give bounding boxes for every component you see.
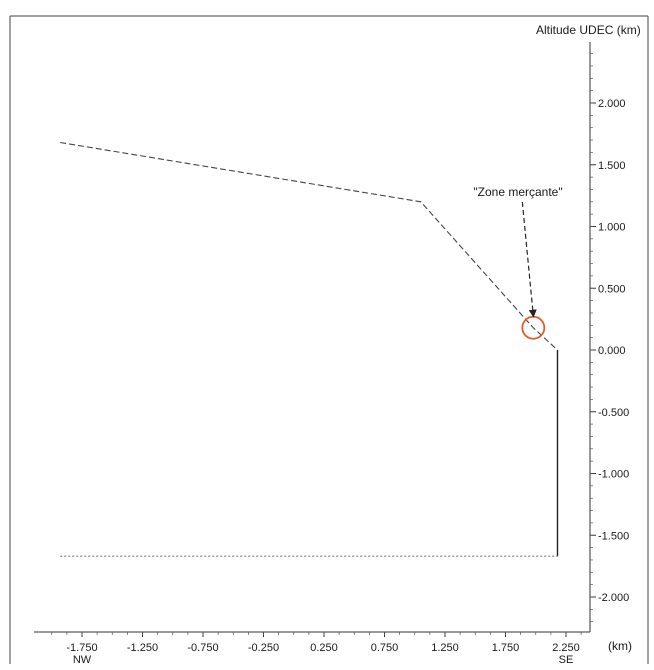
series-group <box>60 141 559 557</box>
x-tick-label: 0.750 <box>371 642 399 654</box>
x-tick-label: 2.250 <box>552 642 580 654</box>
y-tick-label: 0.000 <box>598 345 626 357</box>
annotation-label: "Zone merçante" <box>473 185 562 199</box>
y-tick-label: 1.000 <box>598 222 626 234</box>
x-ticks: -1.750 -1.250 -0.750 -0.250 0.250 0.750 1.250 1… <box>51 632 582 654</box>
y-tick-label: -0.500 <box>598 407 629 419</box>
y-tick-label: 2.000 <box>598 98 626 110</box>
profile-line-dashed <box>60 141 558 351</box>
y-axis-title: Altitude UDEC (km) <box>536 23 641 37</box>
x-tick-label: -1.750 <box>66 642 97 654</box>
y-tick-label: -1.500 <box>598 530 629 542</box>
y-tick-label: 0.500 <box>598 283 626 295</box>
x-axis-unit: (km) <box>608 639 632 653</box>
y-ticks: 2.000 1.500 1.000 0.500 0.000 -0.500 -1.000 -1.… <box>590 53 629 623</box>
x-tick-label: 0.250 <box>310 642 338 654</box>
y-tick-label: -1.000 <box>598 469 629 481</box>
x-tick-label: 1.250 <box>431 642 459 654</box>
y-tick-label: 1.500 <box>598 160 626 172</box>
annotation-arrow <box>521 201 537 318</box>
x-direction-left: NW <box>73 654 92 666</box>
x-direction-right: SE <box>559 654 574 666</box>
y-tick-label: -2.000 <box>598 592 629 604</box>
annotation-group: "Zone merçante" <box>473 185 563 340</box>
x-tick-label: -0.750 <box>187 642 218 654</box>
x-tick-label: -0.250 <box>248 642 279 654</box>
x-tick-label: 1.750 <box>492 642 520 654</box>
x-tick-label: -1.250 <box>127 642 158 654</box>
